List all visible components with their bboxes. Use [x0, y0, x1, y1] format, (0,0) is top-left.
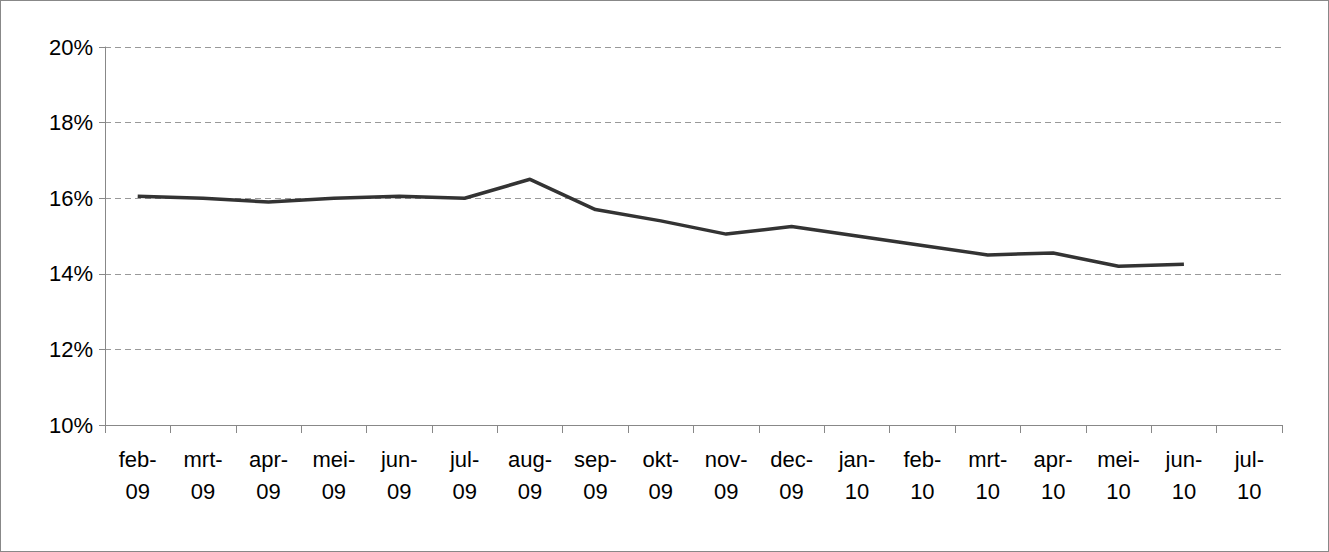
svg-text:jun-: jun- — [380, 447, 418, 472]
svg-text:jul-: jul- — [449, 447, 479, 472]
svg-text:16%: 16% — [49, 186, 93, 211]
svg-text:10: 10 — [910, 479, 934, 504]
svg-text:mei-: mei- — [1097, 447, 1140, 472]
svg-text:09: 09 — [583, 479, 607, 504]
svg-text:jan-: jan- — [838, 447, 876, 472]
svg-text:10: 10 — [1041, 479, 1065, 504]
svg-text:12%: 12% — [49, 337, 93, 362]
svg-text:09: 09 — [191, 479, 215, 504]
svg-text:10: 10 — [976, 479, 1000, 504]
svg-text:nov-: nov- — [705, 447, 748, 472]
svg-text:jun-: jun- — [1165, 447, 1203, 472]
svg-text:feb-: feb- — [119, 447, 157, 472]
svg-text:10: 10 — [1106, 479, 1130, 504]
svg-text:10: 10 — [1237, 479, 1261, 504]
svg-text:dec-: dec- — [770, 447, 813, 472]
svg-text:09: 09 — [779, 479, 803, 504]
svg-text:09: 09 — [649, 479, 673, 504]
svg-text:apr-: apr- — [249, 447, 288, 472]
svg-text:10: 10 — [845, 479, 869, 504]
svg-text:jul-: jul- — [1234, 447, 1264, 472]
svg-text:09: 09 — [714, 479, 738, 504]
svg-text:mei-: mei- — [312, 447, 355, 472]
svg-text:14%: 14% — [49, 261, 93, 286]
svg-text:10: 10 — [1172, 479, 1196, 504]
svg-text:09: 09 — [322, 479, 346, 504]
svg-text:09: 09 — [452, 479, 476, 504]
svg-text:aug-: aug- — [508, 447, 552, 472]
svg-text:mrt-: mrt- — [968, 447, 1007, 472]
svg-text:10%: 10% — [49, 413, 93, 438]
svg-text:feb-: feb- — [903, 447, 941, 472]
svg-text:09: 09 — [518, 479, 542, 504]
svg-text:09: 09 — [256, 479, 280, 504]
svg-text:apr-: apr- — [1034, 447, 1073, 472]
svg-text:18%: 18% — [49, 110, 93, 135]
svg-text:20%: 20% — [49, 35, 93, 60]
svg-text:09: 09 — [387, 479, 411, 504]
svg-text:09: 09 — [125, 479, 149, 504]
svg-text:mrt-: mrt- — [184, 447, 223, 472]
svg-text:sep-: sep- — [574, 447, 617, 472]
svg-text:okt-: okt- — [642, 447, 679, 472]
